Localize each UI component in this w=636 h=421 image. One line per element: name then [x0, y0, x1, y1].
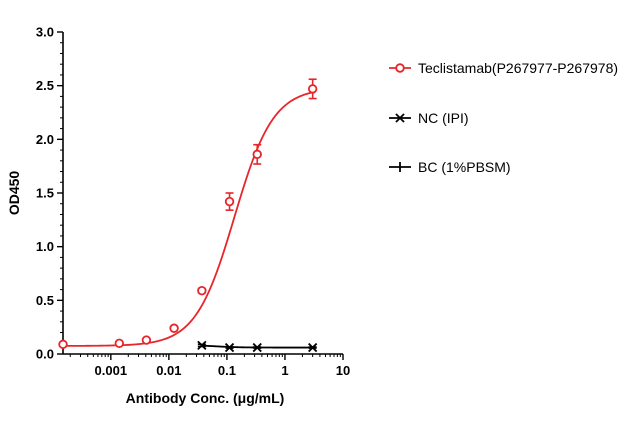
- legend-item: BC (1%PBSM): [389, 159, 511, 175]
- legend: Teclistamab(P267977-P267978) NC (IPI) BC (…: [389, 60, 618, 175]
- x-marker: [197, 340, 207, 351]
- circle-marker: [224, 196, 235, 207]
- fit-curves: [63, 91, 313, 349]
- legend-item: Teclistamab(P267977-P267978): [389, 60, 618, 76]
- legend-label: NC (IPI): [418, 110, 469, 126]
- y-tick-label: 2.5: [36, 78, 54, 93]
- x-marker: [308, 342, 318, 353]
- x-axis-ticks: 0.001 0.01 0.1 1 10: [69, 354, 350, 378]
- circle-marker: [252, 149, 262, 160]
- x-marker: [224, 342, 235, 353]
- y-tick-label: 0.5: [36, 293, 54, 308]
- legend-x-marker: [395, 113, 405, 123]
- y-axis-ticks: 0.0 0.5 1.0 1.5 2.0 2.5 3.0: [36, 25, 63, 362]
- circle-marker: [141, 335, 152, 345]
- circle-marker: [169, 323, 179, 333]
- data-points: [58, 78, 318, 353]
- data-point: [58, 339, 68, 350]
- data-point: [224, 342, 235, 353]
- circle-marker: [114, 338, 125, 348]
- fit-curve: [63, 91, 313, 347]
- x-tick-label: 0.01: [156, 363, 181, 378]
- data-point: [114, 338, 125, 348]
- data-point: [197, 340, 207, 351]
- x-marker: [252, 342, 262, 353]
- x-tick-label: 1: [281, 363, 288, 378]
- data-point: [169, 323, 179, 333]
- axes: [62, 32, 343, 355]
- x-tick-label: 0.001: [95, 363, 128, 378]
- legend-label: BC (1%PBSM): [418, 159, 511, 175]
- legend-item: NC (IPI): [389, 110, 469, 126]
- data-point: [308, 342, 318, 353]
- data-point: [224, 192, 235, 211]
- y-tick-label: 0.0: [36, 347, 54, 362]
- data-point: [141, 335, 152, 345]
- data-point: [252, 342, 262, 353]
- x-tick-label: 0.1: [218, 363, 236, 378]
- data-point: [252, 143, 262, 165]
- circle-marker: [197, 285, 207, 296]
- circle-marker: [307, 84, 318, 94]
- y-tick-label: 1.5: [36, 186, 54, 201]
- data-point: [197, 285, 207, 296]
- x-axis-title: Antibody Conc. (μg/mL): [126, 390, 285, 406]
- legend-circle-marker: [395, 63, 405, 73]
- x-tick-label: 10: [336, 363, 350, 378]
- y-tick-label: 2.0: [36, 132, 54, 147]
- y-tick-label: 1.0: [36, 239, 54, 254]
- circle-marker: [58, 339, 68, 350]
- y-tick-label: 3.0: [36, 25, 54, 40]
- data-point: [307, 78, 318, 100]
- legend-label: Teclistamab(P267977-P267978): [418, 60, 618, 76]
- y-axis-title: OD450: [6, 171, 22, 216]
